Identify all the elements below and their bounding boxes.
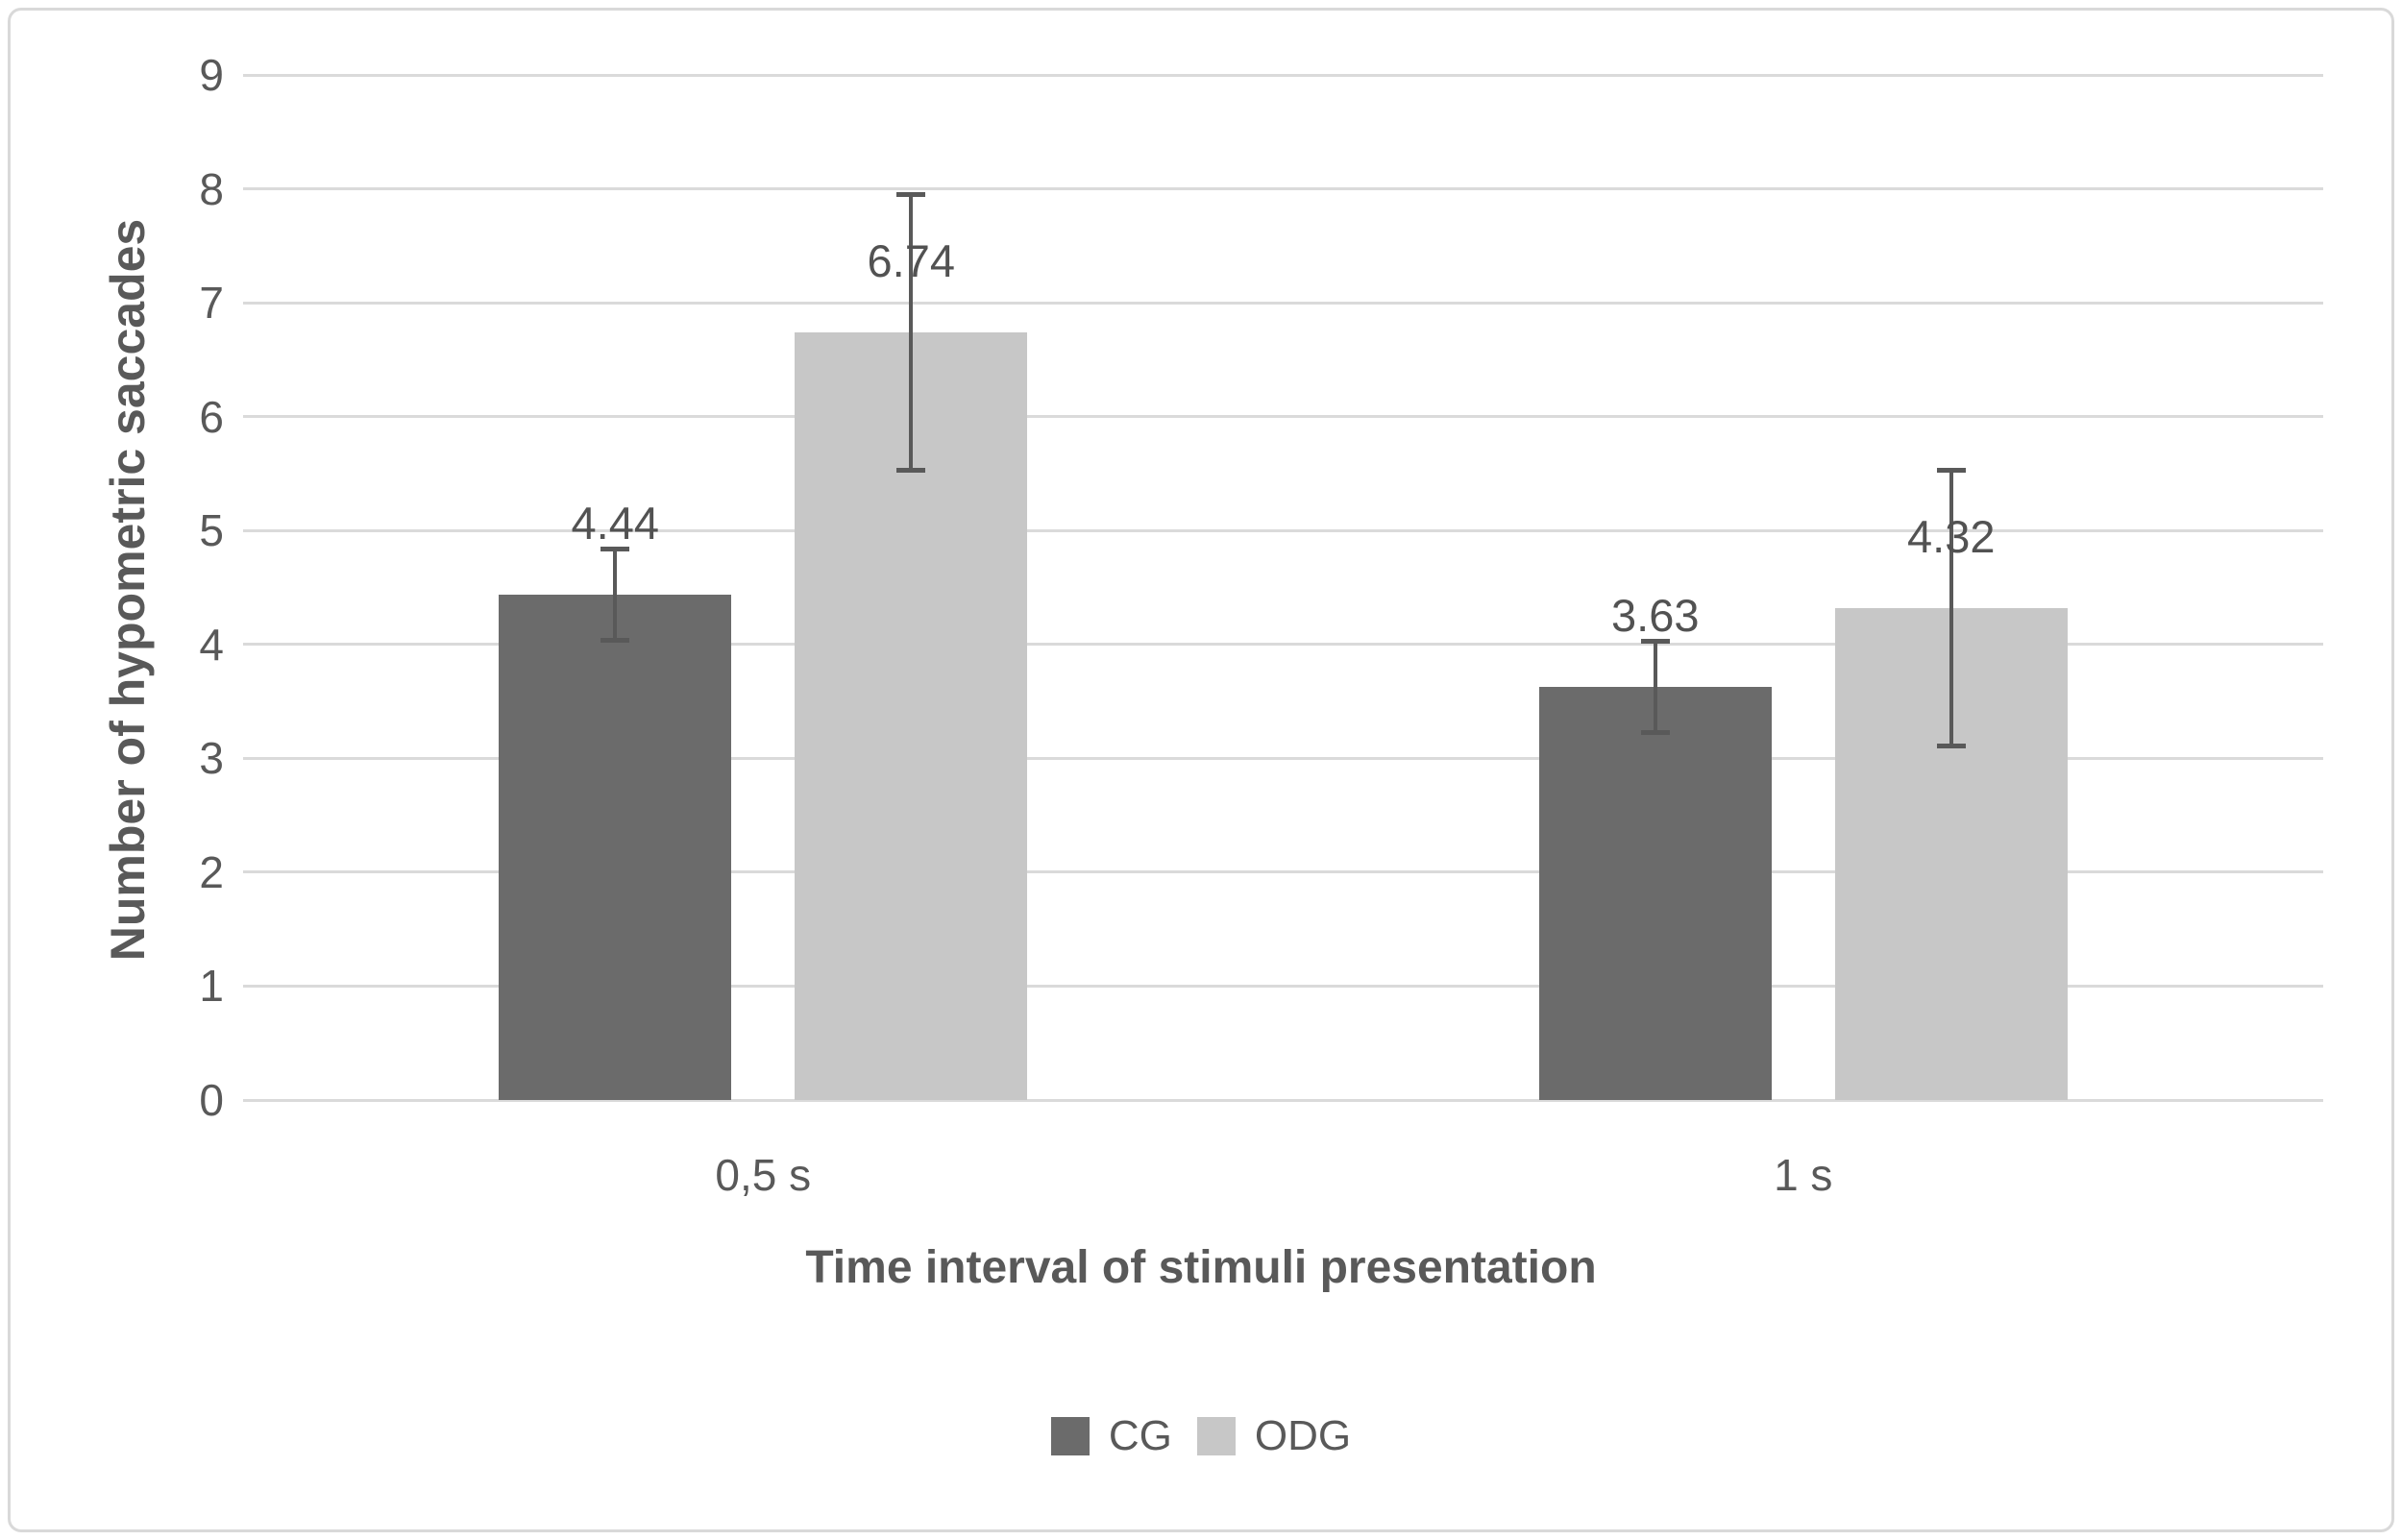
error-bar-cap xyxy=(1936,743,1966,748)
legend-label-cg: CG xyxy=(1108,1412,1172,1459)
error-bar-cap xyxy=(1640,638,1670,644)
y-tick-label: 0 xyxy=(199,1075,224,1125)
y-tick-label: 1 xyxy=(199,961,224,1012)
x-axis-title: Time interval of stimuli presentation xyxy=(805,1242,1597,1293)
error-bar-cap xyxy=(600,546,630,551)
gridline xyxy=(243,870,2323,874)
gridline xyxy=(243,984,2323,988)
y-tick-label: 2 xyxy=(199,846,224,897)
error-bar-cap xyxy=(896,467,926,473)
error-bar xyxy=(1653,641,1657,733)
gridline xyxy=(243,301,2323,305)
gridline xyxy=(243,756,2323,760)
value-label: 4.32 xyxy=(1907,511,1996,563)
legend-item-odg: ODG xyxy=(1196,1412,1352,1460)
error-bar-cap xyxy=(600,637,630,643)
error-bar-cap xyxy=(1936,467,1966,473)
bar-cg-1 xyxy=(499,594,732,1100)
y-tick-label: 9 xyxy=(199,50,224,100)
value-label: 3.63 xyxy=(1611,589,1700,641)
y-tick-label: 3 xyxy=(199,733,224,784)
category-label: 0,5 s xyxy=(715,1150,812,1200)
y-tick-label: 5 xyxy=(199,505,224,556)
error-bar xyxy=(1949,470,1953,746)
category-label: 1 s xyxy=(1774,1150,1833,1200)
gridline xyxy=(243,415,2323,419)
gridline xyxy=(243,1098,2323,1102)
legend-item-cg: CG xyxy=(1050,1412,1172,1460)
legend: CG ODG xyxy=(0,1412,2402,1460)
error-bar xyxy=(613,549,618,641)
bar-cg-2 xyxy=(1538,686,1772,1100)
legend-swatch-cg-icon xyxy=(1050,1417,1090,1455)
error-bar-cap xyxy=(1640,729,1670,735)
gridline xyxy=(243,528,2323,532)
gridline xyxy=(243,73,2323,77)
y-tick-label: 8 xyxy=(199,163,224,214)
y-tick-label: 4 xyxy=(199,619,224,670)
value-label: 6.74 xyxy=(867,235,955,287)
gridline xyxy=(243,187,2323,191)
error-bar xyxy=(909,194,914,471)
error-bar-cap xyxy=(896,191,926,197)
y-tick-label: 7 xyxy=(199,278,224,329)
legend-swatch-odg-icon xyxy=(1196,1417,1236,1455)
y-tick-label: 6 xyxy=(199,391,224,442)
legend-label-odg: ODG xyxy=(1254,1412,1352,1459)
y-axis-title: Number of hypometric saccades xyxy=(101,218,155,962)
plot-area: 4.44 6.74 3.63 4.32 xyxy=(243,73,2323,1102)
value-label: 4.44 xyxy=(571,497,659,549)
gridline xyxy=(243,643,2323,647)
